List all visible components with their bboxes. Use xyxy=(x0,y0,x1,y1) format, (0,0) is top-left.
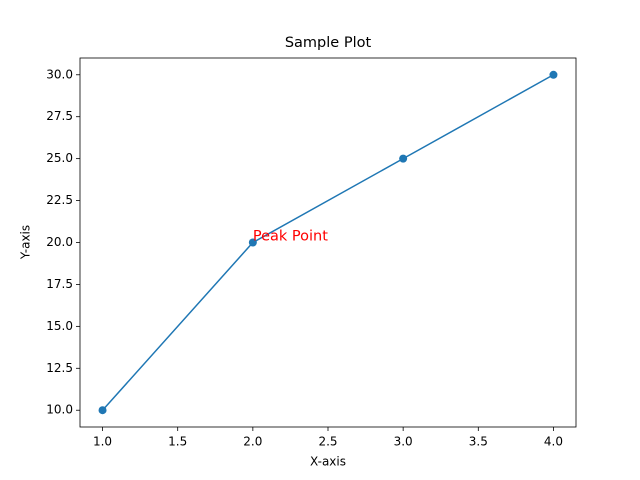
x-tick-label: 1.0 xyxy=(93,435,112,449)
point xyxy=(98,406,107,415)
y-tick-label: 15.0 xyxy=(46,319,73,333)
y-tick-label: 27.5 xyxy=(46,109,73,123)
x-axis-label: X-axis xyxy=(310,455,346,469)
y-axis-label: Y-axis xyxy=(19,225,33,260)
plot-frame xyxy=(79,57,577,428)
y-tick-label: 30.0 xyxy=(46,67,73,81)
y-tick-label: 22.5 xyxy=(46,193,73,207)
point xyxy=(248,238,257,247)
point xyxy=(549,70,558,79)
x-tick-label: 3.0 xyxy=(394,435,413,449)
y-tick-label: 12.5 xyxy=(46,361,73,375)
x-tick-label: 4.0 xyxy=(544,435,563,449)
point xyxy=(399,154,408,163)
x-tick-label: 3.5 xyxy=(469,435,488,449)
y-tick-label: 17.5 xyxy=(46,277,73,291)
y-tick-label: 25.0 xyxy=(46,151,73,165)
x-tick-label: 2.0 xyxy=(243,435,262,449)
x-tick-label: 2.5 xyxy=(318,435,337,449)
y-tick-label: 10.0 xyxy=(46,403,73,417)
x-tick-label: 1.5 xyxy=(168,435,187,449)
annotation: Peak Point xyxy=(253,229,328,245)
chart-title: Sample Plot xyxy=(285,35,372,51)
series-line xyxy=(101,74,554,411)
y-tick-label: 20.0 xyxy=(46,235,73,249)
